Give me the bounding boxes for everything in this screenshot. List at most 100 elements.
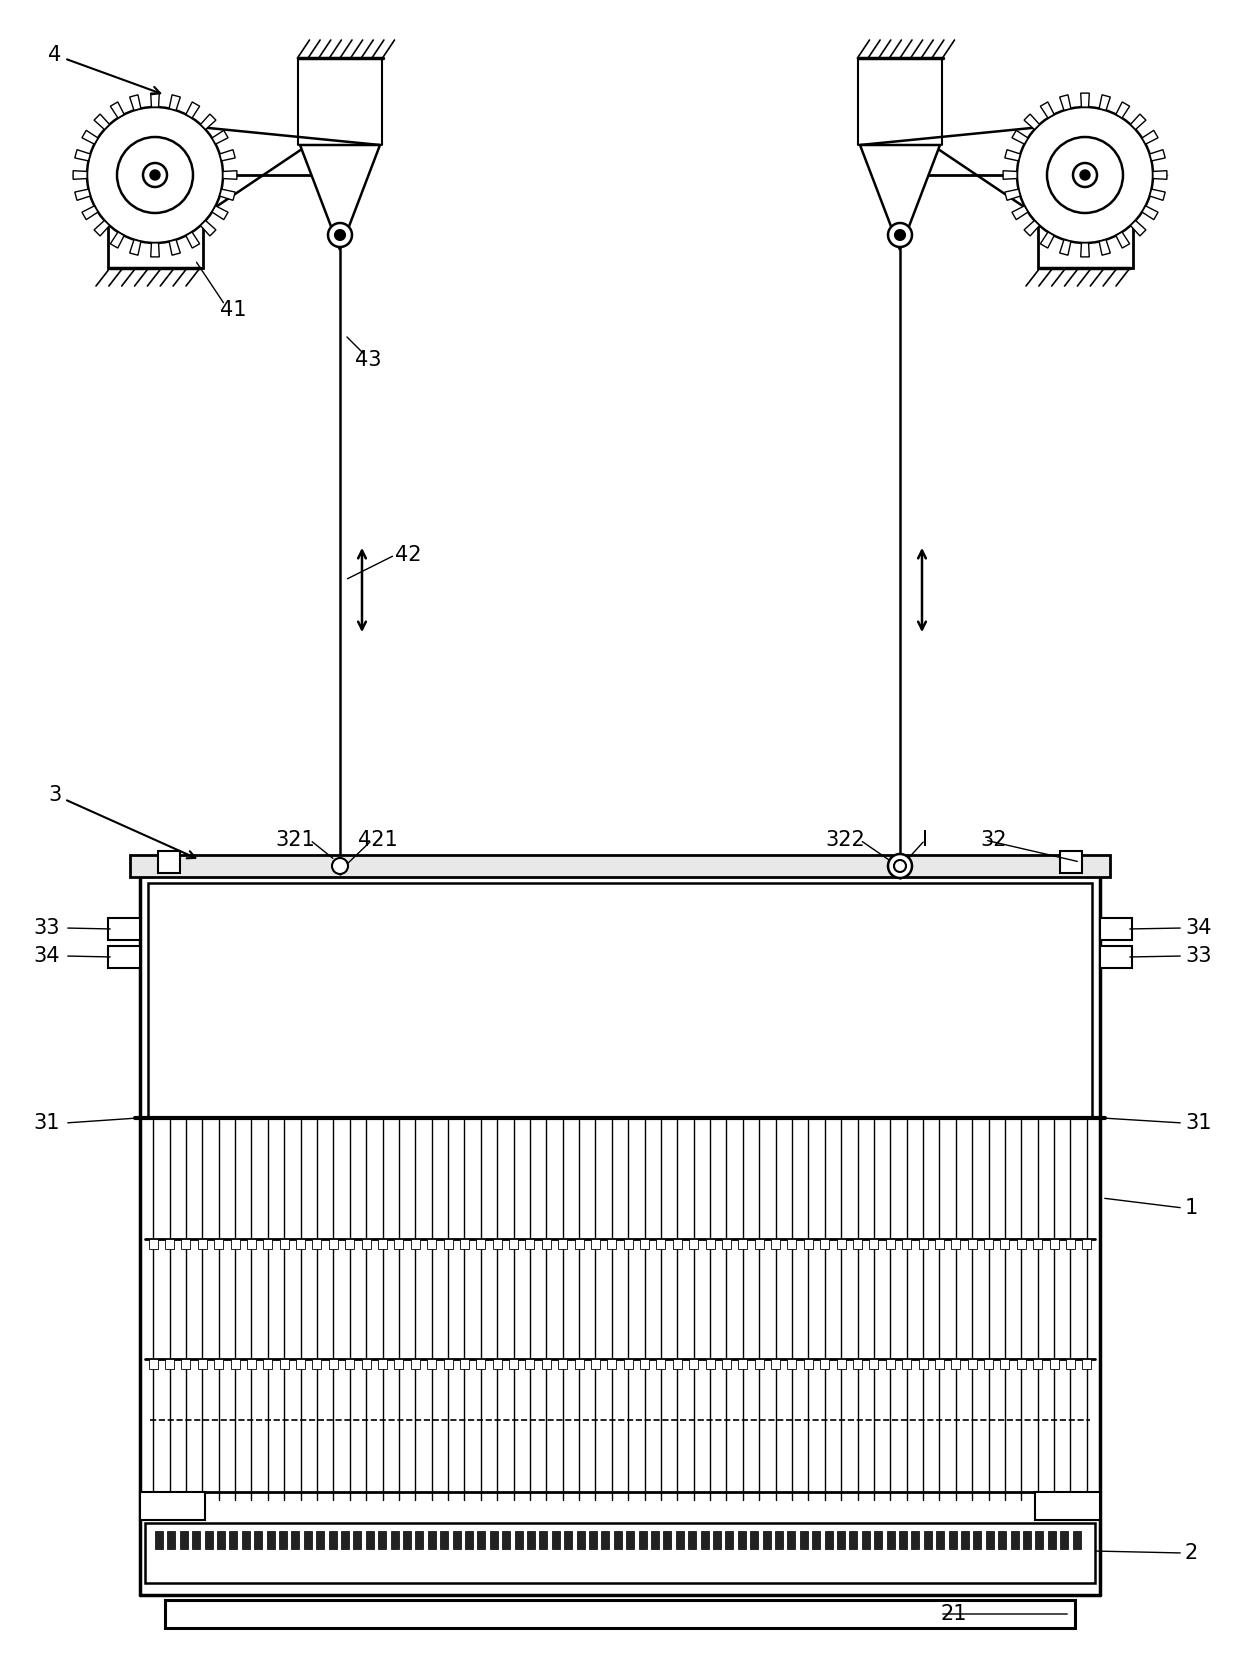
Bar xyxy=(165,1359,174,1369)
Bar xyxy=(403,1531,412,1550)
Bar xyxy=(1033,1239,1042,1249)
Bar xyxy=(1048,1531,1056,1550)
Polygon shape xyxy=(1099,239,1110,256)
Bar xyxy=(787,1531,796,1550)
Polygon shape xyxy=(1040,233,1054,247)
Bar xyxy=(296,1239,305,1249)
Bar xyxy=(165,1600,1075,1628)
Polygon shape xyxy=(1060,95,1071,110)
Bar xyxy=(502,1531,511,1550)
Bar xyxy=(591,1359,600,1369)
Bar xyxy=(1011,1531,1019,1550)
Bar xyxy=(296,1359,305,1369)
Bar xyxy=(539,1531,548,1550)
Bar xyxy=(394,1359,403,1369)
Bar xyxy=(673,1239,682,1249)
Bar xyxy=(1073,1531,1080,1550)
Text: 421: 421 xyxy=(358,830,398,850)
Bar xyxy=(775,1531,784,1550)
Bar xyxy=(263,1239,273,1249)
Bar xyxy=(312,1359,321,1369)
Bar xyxy=(608,1359,616,1369)
Bar xyxy=(267,1531,275,1550)
Polygon shape xyxy=(130,239,141,256)
Bar xyxy=(825,1531,833,1550)
Polygon shape xyxy=(212,206,228,219)
Bar xyxy=(1083,1359,1091,1369)
Polygon shape xyxy=(74,149,91,161)
Bar xyxy=(574,1359,584,1369)
Bar xyxy=(998,1531,1007,1550)
Circle shape xyxy=(332,859,348,874)
Bar xyxy=(624,1239,632,1249)
Bar xyxy=(130,855,1110,877)
Bar xyxy=(853,1359,862,1369)
Bar xyxy=(903,1359,911,1369)
Polygon shape xyxy=(1024,221,1039,236)
Polygon shape xyxy=(1012,130,1028,145)
Text: 43: 43 xyxy=(355,350,382,370)
Bar xyxy=(362,1239,371,1249)
Bar xyxy=(263,1359,273,1369)
Bar xyxy=(378,1531,387,1550)
Polygon shape xyxy=(1149,149,1166,161)
Bar xyxy=(738,1239,748,1249)
Circle shape xyxy=(895,229,905,239)
Bar xyxy=(477,1531,486,1550)
Bar xyxy=(460,1359,469,1369)
Bar xyxy=(589,1531,596,1550)
Bar xyxy=(608,1239,616,1249)
Bar xyxy=(526,1239,534,1249)
Text: 33: 33 xyxy=(33,919,60,938)
Bar xyxy=(231,1359,239,1369)
Polygon shape xyxy=(1024,115,1039,130)
Bar xyxy=(345,1359,355,1369)
Bar xyxy=(701,1531,709,1550)
Bar xyxy=(624,1359,632,1369)
Bar xyxy=(391,1531,399,1550)
Bar xyxy=(149,1239,157,1249)
Bar xyxy=(1060,850,1083,874)
Bar xyxy=(527,1531,534,1550)
Bar xyxy=(280,1239,289,1249)
Text: I: I xyxy=(923,830,928,850)
Bar xyxy=(242,1531,250,1550)
Bar xyxy=(935,1359,944,1369)
Bar xyxy=(542,1359,551,1369)
Polygon shape xyxy=(1040,101,1054,118)
Bar xyxy=(215,1359,223,1369)
Bar xyxy=(919,1359,928,1369)
Bar xyxy=(254,1531,263,1550)
Bar xyxy=(515,1531,523,1550)
Text: 3: 3 xyxy=(48,786,196,859)
Bar xyxy=(738,1359,748,1369)
Text: 4: 4 xyxy=(48,45,160,95)
Polygon shape xyxy=(219,189,236,201)
Bar xyxy=(949,1531,957,1550)
Bar xyxy=(145,1523,1095,1583)
Bar xyxy=(526,1359,534,1369)
Polygon shape xyxy=(1116,101,1130,118)
Bar xyxy=(837,1239,846,1249)
Bar xyxy=(427,1239,436,1249)
Bar xyxy=(558,1239,567,1249)
Text: 42: 42 xyxy=(396,545,422,565)
Bar xyxy=(140,1492,205,1520)
Bar xyxy=(985,1239,993,1249)
Bar xyxy=(869,1239,878,1249)
Bar xyxy=(862,1531,870,1550)
Bar xyxy=(763,1531,770,1550)
Bar xyxy=(108,219,203,267)
Polygon shape xyxy=(94,115,109,130)
Bar xyxy=(394,1239,403,1249)
Bar xyxy=(108,919,140,940)
Text: 21: 21 xyxy=(940,1605,966,1624)
Bar xyxy=(476,1239,485,1249)
Polygon shape xyxy=(186,233,200,247)
Polygon shape xyxy=(1116,233,1130,247)
Bar xyxy=(366,1531,374,1550)
Bar xyxy=(951,1239,960,1249)
Bar xyxy=(165,1239,174,1249)
Bar xyxy=(1001,1239,1009,1249)
Bar xyxy=(1049,1359,1059,1369)
